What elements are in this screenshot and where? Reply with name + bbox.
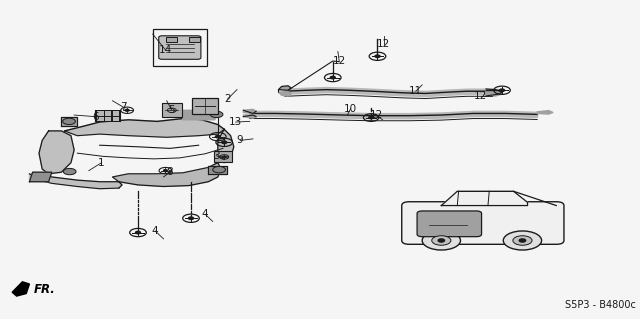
Circle shape xyxy=(330,76,335,79)
Polygon shape xyxy=(29,174,122,189)
Circle shape xyxy=(136,231,141,234)
Circle shape xyxy=(499,89,504,92)
Polygon shape xyxy=(278,92,291,96)
Circle shape xyxy=(422,231,461,250)
Polygon shape xyxy=(243,115,256,118)
Text: 7: 7 xyxy=(120,102,127,112)
Text: 10: 10 xyxy=(344,104,357,114)
Polygon shape xyxy=(442,191,527,205)
Circle shape xyxy=(503,231,541,250)
Text: 8: 8 xyxy=(166,167,173,177)
Circle shape xyxy=(223,156,225,158)
FancyBboxPatch shape xyxy=(402,202,564,244)
Circle shape xyxy=(513,236,532,245)
Bar xyxy=(189,37,200,42)
Polygon shape xyxy=(278,86,291,90)
Polygon shape xyxy=(39,131,74,174)
Polygon shape xyxy=(243,109,256,114)
Polygon shape xyxy=(218,129,234,163)
Text: 4: 4 xyxy=(152,226,159,236)
FancyBboxPatch shape xyxy=(417,211,481,237)
Text: 4: 4 xyxy=(202,209,209,219)
Circle shape xyxy=(215,135,220,138)
Text: 3: 3 xyxy=(213,151,220,161)
Circle shape xyxy=(164,170,168,172)
Circle shape xyxy=(125,109,129,111)
Bar xyxy=(104,110,111,122)
FancyBboxPatch shape xyxy=(191,98,218,115)
Polygon shape xyxy=(182,110,218,120)
Polygon shape xyxy=(486,93,502,96)
Circle shape xyxy=(432,236,451,245)
Circle shape xyxy=(438,239,445,242)
Bar xyxy=(166,37,177,42)
Circle shape xyxy=(375,55,380,57)
Polygon shape xyxy=(486,89,502,94)
Bar xyxy=(97,110,104,122)
Polygon shape xyxy=(29,172,52,182)
Text: 2: 2 xyxy=(224,94,230,104)
Polygon shape xyxy=(208,167,227,174)
Text: 13: 13 xyxy=(229,117,243,127)
Circle shape xyxy=(63,168,76,175)
Bar xyxy=(153,29,207,66)
Circle shape xyxy=(210,111,223,118)
Text: 12: 12 xyxy=(377,39,390,48)
Text: 1: 1 xyxy=(99,158,105,168)
FancyBboxPatch shape xyxy=(162,103,182,117)
Text: 12: 12 xyxy=(474,91,488,101)
Ellipse shape xyxy=(20,93,262,226)
Text: 12: 12 xyxy=(333,56,346,66)
Circle shape xyxy=(63,118,76,124)
Polygon shape xyxy=(61,117,77,126)
Circle shape xyxy=(212,167,225,173)
Polygon shape xyxy=(12,282,29,296)
Polygon shape xyxy=(537,111,553,114)
Polygon shape xyxy=(65,118,224,137)
FancyBboxPatch shape xyxy=(159,36,201,59)
Bar xyxy=(112,110,119,122)
Circle shape xyxy=(519,239,525,242)
Text: 12: 12 xyxy=(369,110,383,120)
Text: 11: 11 xyxy=(409,86,422,96)
Text: S5P3 - B4800c: S5P3 - B4800c xyxy=(565,300,636,310)
Text: 6: 6 xyxy=(92,112,99,122)
Circle shape xyxy=(369,116,373,119)
Polygon shape xyxy=(113,163,221,187)
Text: 14: 14 xyxy=(159,45,172,55)
Circle shape xyxy=(221,141,227,144)
Text: 9: 9 xyxy=(237,136,243,145)
Text: 5: 5 xyxy=(168,105,175,115)
FancyBboxPatch shape xyxy=(214,151,232,162)
Circle shape xyxy=(189,217,193,219)
Text: FR.: FR. xyxy=(34,283,56,296)
